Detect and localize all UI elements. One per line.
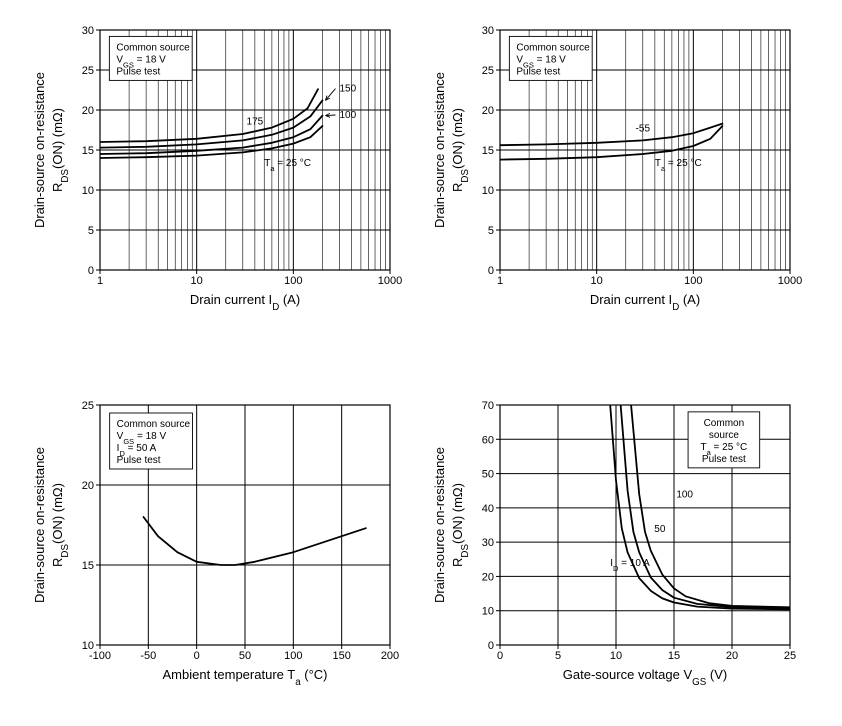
svg-text:20: 20 xyxy=(82,480,94,492)
svg-text:50: 50 xyxy=(482,469,494,481)
svg-text:100: 100 xyxy=(284,275,302,287)
svg-text:25: 25 xyxy=(784,650,796,662)
svg-text:1: 1 xyxy=(97,275,103,287)
svg-text:10: 10 xyxy=(82,640,94,652)
conditions-text: Common source xyxy=(116,42,190,53)
svg-canvas: 1101001000051015202530Drain current ID (… xyxy=(0,0,842,726)
annotation: 100 xyxy=(339,110,356,121)
svg-text:0: 0 xyxy=(88,265,94,277)
annotation: 150 xyxy=(339,84,356,95)
svg-text:20: 20 xyxy=(482,571,494,583)
svg-text:15: 15 xyxy=(482,145,494,157)
svg-text:10: 10 xyxy=(482,185,494,197)
conditions-text: Pulse test xyxy=(516,66,560,77)
chart-c1: 1 10 100 1000 0 5 10 15 20 25 30 Drain current ID (… xyxy=(32,25,402,313)
svg-text:5: 5 xyxy=(88,225,94,237)
svg-text:Drain-source on-resistance: Drain-source on-resistance xyxy=(32,72,47,228)
svg-text:20: 20 xyxy=(482,105,494,117)
chart-c3: -100-5005010015020010152025Ambient tempe… xyxy=(32,400,399,688)
svg-text:25: 25 xyxy=(82,400,94,412)
svg-text:15: 15 xyxy=(82,145,94,157)
svg-text:100: 100 xyxy=(284,650,302,662)
svg-text:15: 15 xyxy=(82,560,94,572)
annotation: 50 xyxy=(654,524,666,535)
svg-text:100: 100 xyxy=(684,275,702,287)
svg-text:10: 10 xyxy=(82,185,94,197)
svg-text:0: 0 xyxy=(488,265,494,277)
svg-text:1000: 1000 xyxy=(778,275,802,287)
svg-text:10: 10 xyxy=(610,650,622,662)
svg-text:5: 5 xyxy=(555,650,561,662)
svg-text:0: 0 xyxy=(497,650,503,662)
svg-text:30: 30 xyxy=(82,25,94,37)
svg-text:10: 10 xyxy=(191,275,203,287)
conditions-text: Common source xyxy=(516,42,590,53)
conditions-text: Pulse test xyxy=(116,66,160,77)
svg-text:20: 20 xyxy=(726,650,738,662)
svg-text:25: 25 xyxy=(482,65,494,77)
conditions-text: Common xyxy=(704,418,745,429)
annotation: 175 xyxy=(247,116,264,127)
svg-text:Drain-source on-resistance: Drain-source on-resistance xyxy=(432,447,447,603)
conditions-text: Common source xyxy=(117,419,191,430)
svg-text:0: 0 xyxy=(488,640,494,652)
svg-text:15: 15 xyxy=(668,650,680,662)
svg-text:70: 70 xyxy=(482,400,494,412)
figure-panel: { "canvas": { "w": 842, "h": 726 }, "col… xyxy=(0,0,842,726)
svg-text:25: 25 xyxy=(82,65,94,77)
svg-text:30: 30 xyxy=(482,537,494,549)
x-axis-label: Gate-source voltage VGS (V) xyxy=(563,667,727,688)
svg-text:200: 200 xyxy=(381,650,399,662)
annotation: 100 xyxy=(676,490,693,501)
svg-text:Drain-source on-resistance: Drain-source on-resistance xyxy=(32,447,47,603)
x-axis-label: Drain current ID (A) xyxy=(590,292,700,313)
conditions-text: Pulse test xyxy=(117,455,161,466)
conditions-text: source xyxy=(709,430,739,441)
chart-c4: 0 5 10 15 20 25 0 10 20 30 40 50 60 70 Gate-source vol… xyxy=(432,400,796,688)
svg-text:1000: 1000 xyxy=(378,275,402,287)
svg-text:5: 5 xyxy=(488,225,494,237)
curve-u xyxy=(144,517,366,565)
svg-text:20: 20 xyxy=(82,105,94,117)
svg-text:-50: -50 xyxy=(140,650,156,662)
annotation: Ta = 25 °C xyxy=(264,158,311,173)
svg-text:1: 1 xyxy=(497,275,503,287)
svg-text:30: 30 xyxy=(482,25,494,37)
chart-c2: 1 10 100 1000 0 5 10 15 20 25 30 Drain current ID (… xyxy=(432,25,802,313)
svg-text:10: 10 xyxy=(591,275,603,287)
x-axis-label: Drain current ID (A) xyxy=(190,292,300,313)
svg-text:60: 60 xyxy=(482,434,494,446)
svg-text:10: 10 xyxy=(482,606,494,618)
svg-text:RDS(ON) (mΩ): RDS(ON) (mΩ) xyxy=(450,483,471,567)
svg-text:50: 50 xyxy=(239,650,251,662)
svg-text:RDS(ON) (mΩ): RDS(ON) (mΩ) xyxy=(50,108,71,192)
svg-text:40: 40 xyxy=(482,503,494,515)
annotation: -55 xyxy=(636,124,651,135)
svg-text:150: 150 xyxy=(332,650,350,662)
curve-175 xyxy=(100,89,318,142)
svg-text:RDS(ON) (mΩ): RDS(ON) (mΩ) xyxy=(450,108,471,192)
svg-text:0: 0 xyxy=(194,650,200,662)
svg-text:Drain-source on-resistance: Drain-source on-resistance xyxy=(432,72,447,228)
conditions-text: Pulse test xyxy=(702,454,746,465)
svg-text:RDS(ON) (mΩ): RDS(ON) (mΩ) xyxy=(50,483,71,567)
x-axis-label: Ambient temperature Ta (°C) xyxy=(162,667,327,688)
